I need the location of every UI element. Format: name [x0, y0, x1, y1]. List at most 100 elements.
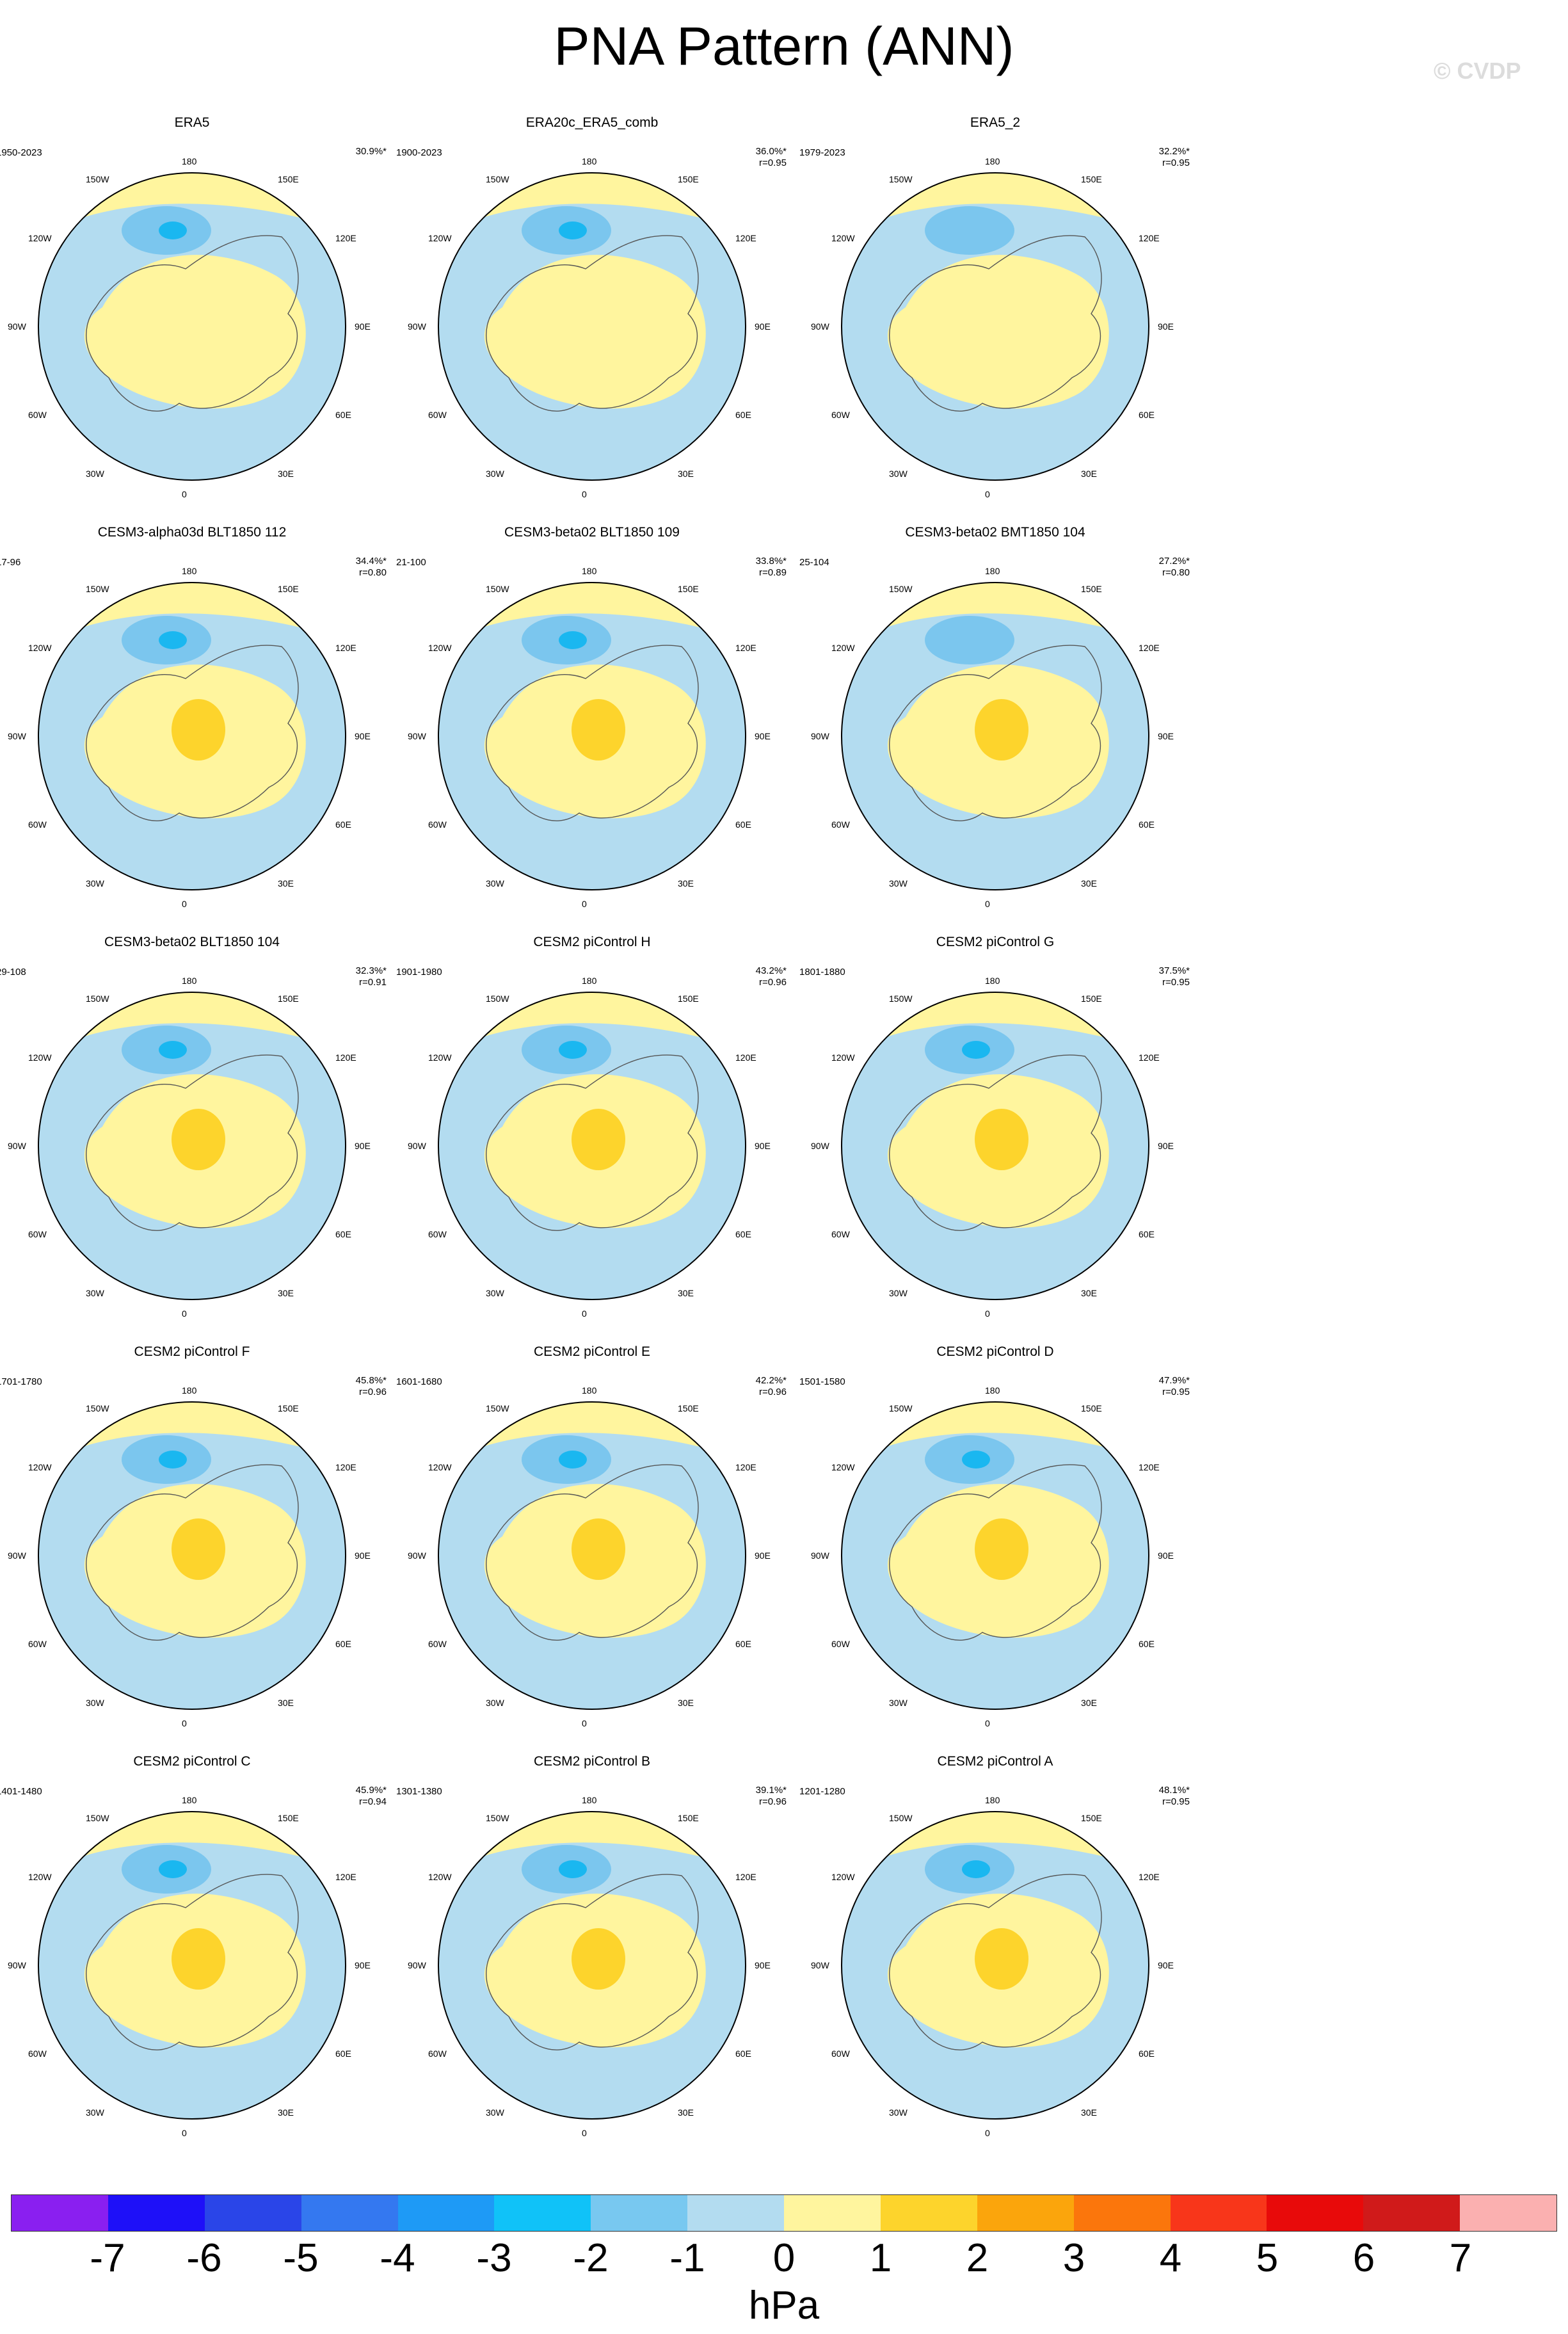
panel-variance-explained: 27.2%*	[1158, 556, 1190, 567]
longitude-label: 150W	[486, 1403, 509, 1413]
pna-map-icon	[841, 582, 1149, 890]
colorbar-segment	[1170, 2195, 1267, 2231]
longitude-label: 0	[182, 1308, 187, 1319]
longitude-label: 90E	[1158, 731, 1174, 741]
map-border	[38, 1811, 346, 2120]
longitude-label: 120W	[428, 643, 452, 653]
aleutian-low	[925, 206, 1014, 255]
panel-variance-explained: 33.8%*	[755, 556, 787, 567]
panel-title: CESM3-beta02 BLT1850 104	[104, 935, 280, 949]
longitude-label: 120W	[428, 1052, 452, 1063]
map-border	[38, 1401, 346, 1710]
longitude-label: 120E	[735, 1462, 756, 1472]
colorbar-units: hPa	[748, 2283, 820, 2328]
panel-period: 1900-2023	[396, 147, 442, 158]
colorbar-segment	[591, 2195, 688, 2231]
map-border	[438, 992, 746, 1300]
longitude-label: 90E	[355, 731, 371, 741]
canada-high	[975, 1109, 1028, 1170]
longitude-label: 180	[182, 566, 197, 576]
longitude-label: 90E	[755, 1960, 771, 1970]
coastline	[86, 1464, 299, 1641]
colorbar-segment	[494, 2195, 591, 2231]
pna-map-icon	[438, 582, 746, 890]
longitude-label: 180	[582, 1795, 597, 1805]
map-panel: CESM2 piControl C 1401-1480 45.9%* r=0.94 18…	[0, 1754, 410, 2164]
longitude-label: 180	[582, 566, 597, 576]
colorbar-segment	[204, 2195, 301, 2231]
aleutian-low-core	[559, 1451, 587, 1469]
colorbar-labels: -7 -6 -5 -4 -3 -2 -1 0 1 2 3 4 5 6 7	[0, 2235, 1568, 2287]
longitude-label: 90W	[408, 321, 426, 332]
panel-variance-explained: 42.2%*	[755, 1375, 787, 1386]
longitude-label: 30W	[86, 878, 104, 889]
colorbar-tick-label: 7	[1449, 2236, 1472, 2280]
map-panel: CESM2 piControl F 1701-1780 45.8%* r=0.96 18…	[0, 1344, 410, 1754]
longitude-label: 30W	[86, 1288, 104, 1298]
longitude-label: 120E	[1139, 643, 1160, 653]
colorbar-tick-label: 0	[772, 2236, 796, 2280]
panel-variance-explained: 36.0%*	[755, 146, 787, 157]
longitude-label: 30E	[1081, 469, 1097, 479]
panel-variance-explained: 39.1%*	[755, 1785, 787, 1796]
longitude-label: 30E	[1081, 1288, 1097, 1298]
longitude-label: 60W	[831, 1639, 850, 1649]
longitude-label: 60W	[831, 1229, 850, 1239]
longitude-label: 150E	[1081, 1403, 1102, 1413]
longitude-label: 120W	[831, 233, 855, 243]
longitude-label: 90W	[408, 1960, 426, 1970]
longitude-label: 150W	[86, 994, 109, 1004]
longitude-label: 120W	[831, 643, 855, 653]
longitude-label: 120E	[335, 643, 356, 653]
panel-period: 1701-1780	[0, 1376, 42, 1387]
canada-high	[172, 699, 225, 761]
longitude-label: 120E	[335, 1462, 356, 1472]
longitude-label: 150E	[1081, 994, 1102, 1004]
longitude-label: 120W	[428, 1462, 452, 1472]
panel-title: CESM2 piControl B	[533, 1754, 651, 1769]
longitude-label: 60E	[335, 2048, 351, 2059]
map-panel: ERA5_2 1979-2023 32.2%* r=0.95 180 150E 120E 90…	[778, 115, 1213, 525]
canada-high	[172, 1928, 225, 1990]
map-panel: CESM3-beta02 BMT1850 104 25-104 27.2%* r=0.…	[778, 525, 1213, 935]
longitude-label: 150E	[1081, 584, 1102, 594]
aleutian-low-core	[559, 631, 587, 649]
panel-period: 1201-1280	[799, 1786, 845, 1797]
pna-map-icon	[841, 1811, 1149, 2120]
canada-high	[975, 1928, 1028, 1990]
colorbar-segment	[880, 2195, 977, 2231]
pna-map-icon	[841, 992, 1149, 1300]
longitude-label: 150W	[889, 1403, 913, 1413]
longitude-label: 180	[985, 566, 1000, 576]
longitude-label: 60E	[1139, 410, 1155, 420]
longitude-label: 120E	[335, 1872, 356, 1882]
panel-variance-explained: 34.4%*	[355, 556, 387, 567]
canada-high	[172, 1109, 225, 1170]
panel-title: ERA5_2	[970, 115, 1021, 130]
panel-grid: ERA5 1950-2023 30.9%* 180 150E 120E 90E 60E 30E 0…	[0, 115, 1213, 2164]
panel-title: CESM3-beta02 BLT1850 109	[504, 525, 680, 540]
panel-period: 29-108	[0, 967, 26, 978]
longitude-label: 180	[582, 156, 597, 166]
panel-correlation: r=0.96	[359, 1387, 387, 1397]
longitude-label: 150W	[86, 584, 109, 594]
longitude-label: 60W	[428, 2048, 447, 2059]
longitude-label: 150E	[278, 994, 299, 1004]
longitude-label: 30W	[889, 878, 908, 889]
pna-map-icon	[841, 1401, 1149, 1710]
longitude-label: 60W	[428, 819, 447, 830]
aleutian-low-core	[159, 631, 187, 649]
longitude-label: 30E	[1081, 1698, 1097, 1708]
positive-anomaly-field	[84, 255, 306, 409]
longitude-label: 90E	[355, 1960, 371, 1970]
longitude-label: 60W	[428, 1229, 447, 1239]
colorbar-tick-label: 4	[1159, 2236, 1182, 2280]
panel-variance-explained: 47.9%*	[1158, 1375, 1190, 1386]
coastline	[486, 1874, 699, 2050]
watermark: © CVDP	[1434, 58, 1521, 84]
longitude-label: 60W	[831, 819, 850, 830]
longitude-label: 90W	[8, 1960, 26, 1970]
longitude-label: 60E	[735, 410, 751, 420]
longitude-label: 60E	[335, 1639, 351, 1649]
longitude-label: 60E	[1139, 1639, 1155, 1649]
